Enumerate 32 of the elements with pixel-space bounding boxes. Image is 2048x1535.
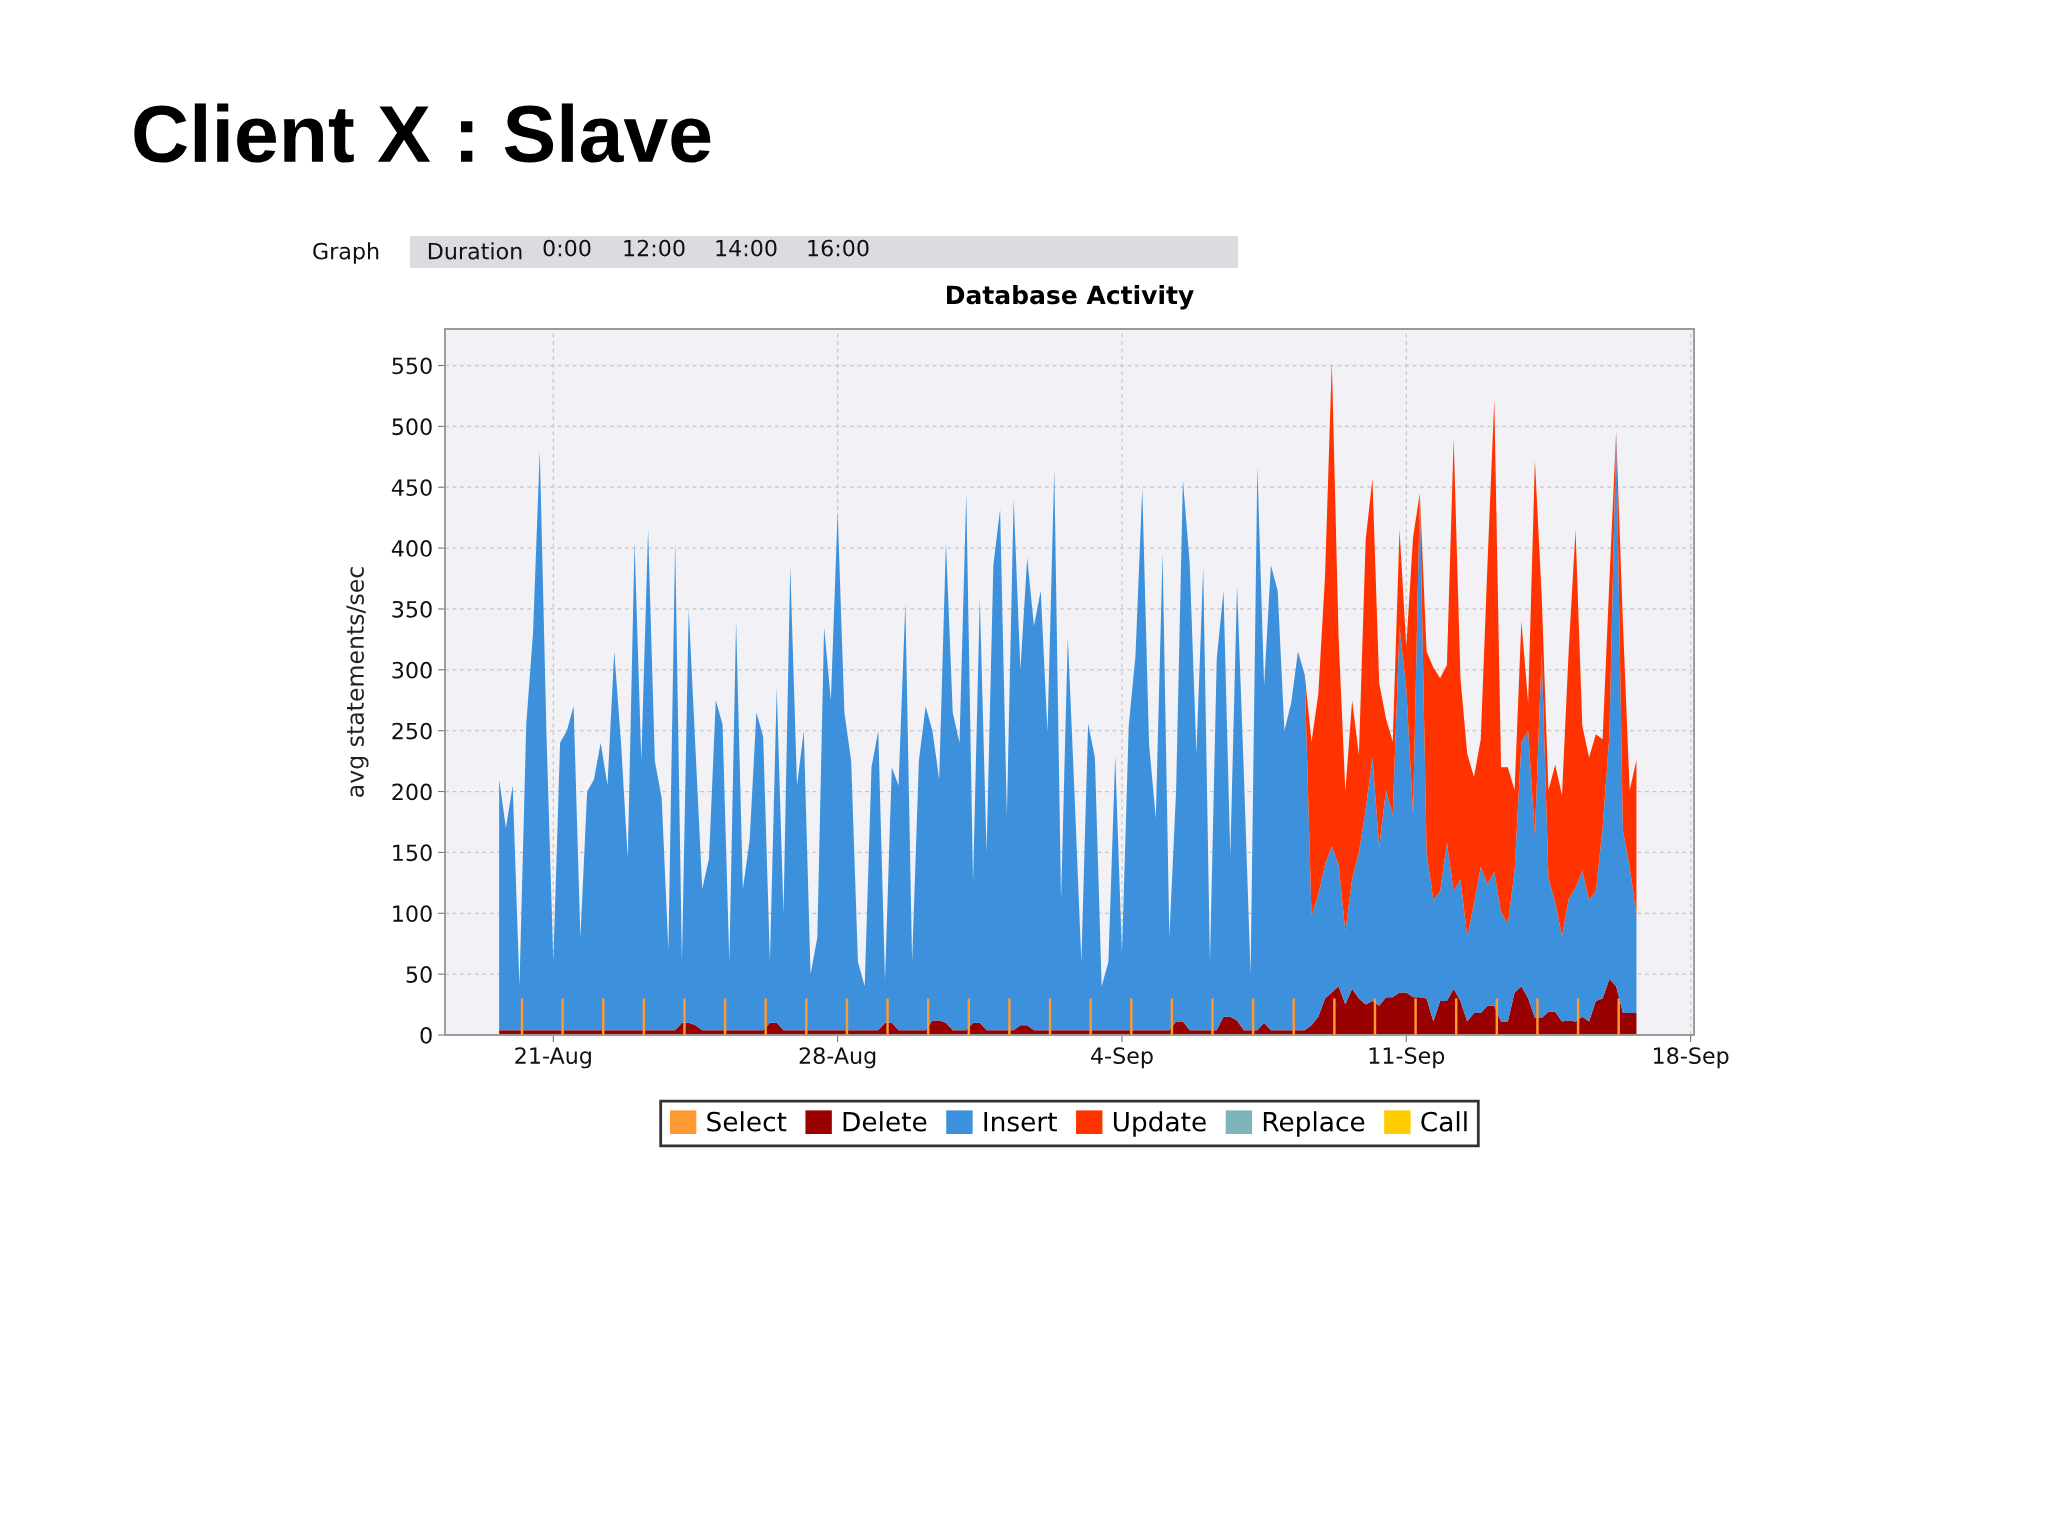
x-tick-label: 18-Sep	[1653, 1047, 1729, 1069]
x-tick-label: 21-Aug	[515, 1047, 591, 1069]
y-tick-label: 400	[391, 540, 432, 557]
legend-label: Insert	[984, 1111, 1057, 1132]
x-tick-label: 4-Sep	[1091, 1047, 1153, 1069]
y-tick-label: 150	[393, 844, 432, 862]
legend-label: Replace	[1263, 1111, 1365, 1137]
legend-label: Select	[707, 1111, 787, 1132]
legend-label: Update	[1113, 1111, 1206, 1137]
y-tick-label: 500	[392, 418, 432, 436]
y-tick-label: 50	[406, 966, 432, 983]
y-axis-title: avg statements/sec	[346, 567, 369, 797]
chart-subtitle: Database Activity	[947, 285, 1194, 310]
x-tick-label: 11-Sep	[1369, 1047, 1445, 1069]
text: Duration	[428, 242, 522, 260]
y-tick-label: 550	[392, 357, 432, 375]
y-tick-label: 350	[392, 600, 432, 618]
y-tick-label: 200	[392, 783, 432, 801]
y-tick-label: 450	[391, 479, 432, 496]
y-tick-label: 0	[420, 1026, 432, 1044]
y-tick-label: 100	[393, 905, 432, 923]
legend-label: Delete	[843, 1111, 927, 1132]
legend-label: Call	[1421, 1111, 1467, 1132]
y-tick-label: 300	[392, 661, 432, 679]
text: Graph	[313, 242, 379, 264]
text: 0:00	[543, 239, 591, 257]
x-tick-label: 28-Aug	[799, 1047, 876, 1069]
text: 14:00	[716, 239, 777, 257]
chart-title: Client X : Slave	[134, 103, 711, 163]
text: 16:00	[808, 239, 869, 257]
y-tick-label: 250	[392, 722, 432, 740]
text: 12:00	[624, 239, 685, 257]
